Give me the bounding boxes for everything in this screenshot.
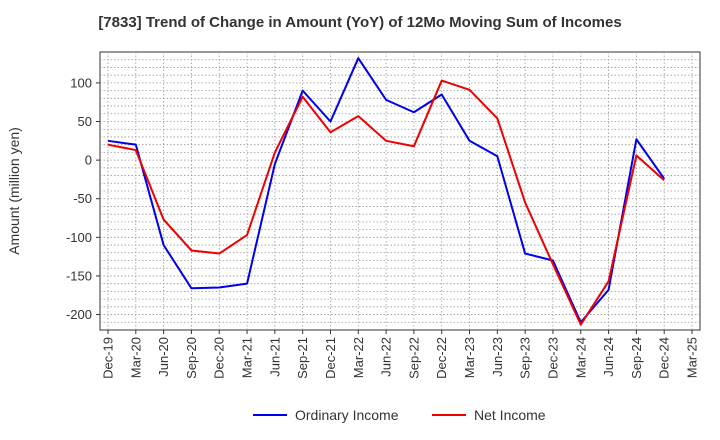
x-tick-label: Dec-24 — [657, 337, 672, 379]
x-tick-label: Jun-21 — [267, 337, 282, 377]
x-tick-label: Sep-20 — [184, 337, 199, 379]
x-tick-label: Dec-21 — [323, 337, 338, 379]
x-tick-label: Dec-19 — [101, 337, 116, 379]
y-axis-ticks: 100 50 0 -50 -100 -150 -200 — [66, 75, 100, 322]
x-tick-label: Sep-24 — [629, 337, 644, 379]
y-tick-label: 50 — [78, 114, 92, 129]
series-line-2 — [107, 79, 665, 326]
x-tick-label: Sep-21 — [295, 337, 310, 379]
x-tick-label: Dec-20 — [212, 337, 227, 379]
x-tick-label: Mar-20 — [128, 337, 143, 378]
x-tick-label: Mar-22 — [351, 337, 366, 378]
series-lines — [107, 57, 666, 326]
x-tick-label: Jun-20 — [156, 337, 171, 377]
x-tick-label: Dec-23 — [545, 337, 560, 379]
y-axis-label: Amount (million yen) — [6, 127, 22, 255]
x-tick-label: Dec-22 — [434, 337, 449, 379]
x-tick-label: Jun-24 — [601, 337, 616, 377]
y-tick-label: 0 — [85, 153, 92, 168]
x-tick-label: Sep-23 — [518, 337, 533, 379]
legend-label: Ordinary Income — [295, 407, 399, 423]
y-tick-label: -200 — [66, 307, 92, 322]
series-line-1 — [107, 57, 666, 324]
y-tick-label: -150 — [66, 268, 92, 283]
legend-label: Net Income — [474, 407, 546, 423]
chart-title: [7833] Trend of Change in Amount (YoY) o… — [98, 14, 622, 31]
x-tick-label: Jun-22 — [379, 337, 394, 377]
x-tick-label: Jun-23 — [490, 337, 505, 377]
y-tick-label: 100 — [70, 75, 92, 90]
x-tick-label: Mar-23 — [462, 337, 477, 378]
x-tick-label: Mar-24 — [573, 337, 588, 378]
x-tick-label: Sep-22 — [406, 337, 421, 379]
legend: Ordinary Income Net Income — [253, 407, 546, 423]
x-tick-label: Mar-25 — [685, 337, 700, 378]
y-tick-label: -100 — [66, 230, 92, 245]
x-tick-label: Mar-21 — [240, 337, 255, 378]
plot-area — [99, 51, 701, 331]
y-tick-label: -50 — [73, 191, 92, 206]
x-axis-ticks: Dec-19 Mar-20 Jun-20 Sep-20 Dec-20 Mar-21 Jun-… — [101, 330, 700, 379]
